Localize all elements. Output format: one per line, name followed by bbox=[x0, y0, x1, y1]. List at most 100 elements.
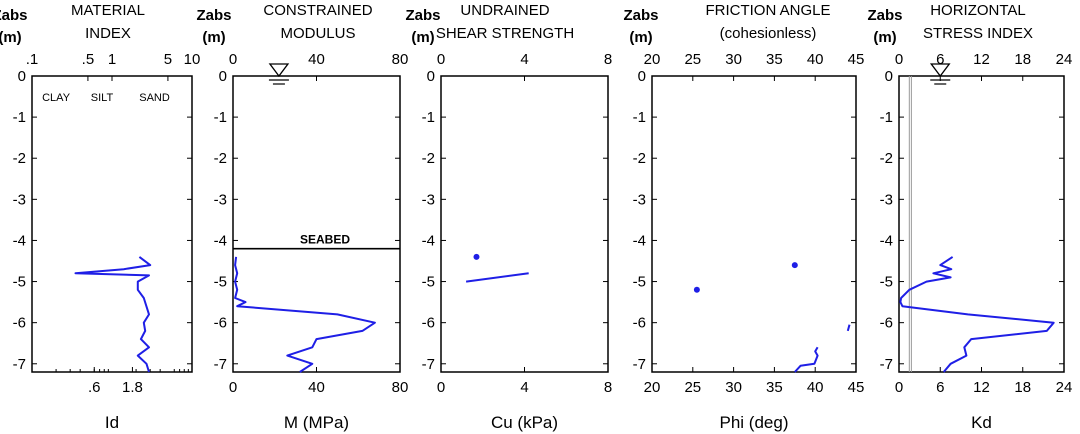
data-series-line bbox=[234, 256, 376, 373]
plot-frame bbox=[232, 75, 401, 373]
x-top-tick-label: 40 bbox=[807, 51, 824, 68]
y-tick-label: -2 bbox=[633, 150, 646, 167]
chart-title-line-1: CONSTRAINED bbox=[263, 2, 372, 19]
y-tick-label: -1 bbox=[13, 109, 26, 126]
y-tick-label: -7 bbox=[13, 356, 26, 373]
y-tick-label: 0 bbox=[885, 68, 893, 85]
y-axis-label: Zabs bbox=[0, 7, 28, 24]
x-bottom-tick-label: 24 bbox=[1056, 379, 1073, 396]
x-bottom-tick-label: 6 bbox=[936, 379, 944, 396]
y-tick-label: -4 bbox=[633, 232, 646, 249]
x-top-tick-label: 12 bbox=[973, 51, 990, 68]
plot-frame bbox=[651, 75, 857, 373]
y-tick-label: -4 bbox=[214, 232, 227, 249]
water-level-icon bbox=[268, 63, 290, 78]
y-tick-label: -7 bbox=[880, 356, 893, 373]
chart-title-line-1: FRICTION ANGLE bbox=[705, 2, 830, 19]
x-top-tick-label: 35 bbox=[766, 51, 783, 68]
y-axis-unit: (m) bbox=[411, 29, 434, 46]
data-series-line bbox=[846, 324, 851, 332]
plot-frame bbox=[31, 75, 193, 373]
y-tick-label: 0 bbox=[219, 68, 227, 85]
x-axis-label: Kd bbox=[971, 413, 992, 432]
y-tick-label: -4 bbox=[880, 232, 893, 249]
x-bottom-tick-label: 40 bbox=[807, 379, 824, 396]
x-top-tick-label: .5 bbox=[82, 51, 95, 68]
x-bottom-tick-label: 0 bbox=[229, 379, 237, 396]
y-tick-label: -5 bbox=[633, 274, 646, 291]
x-top-tick-label: 45 bbox=[848, 51, 865, 68]
y-axis-unit: (m) bbox=[0, 29, 22, 46]
y-tick-label: -7 bbox=[633, 356, 646, 373]
y-axis-unit: (m) bbox=[873, 29, 896, 46]
x-axis-label: Phi (deg) bbox=[720, 413, 789, 432]
data-point bbox=[791, 262, 798, 269]
y-tick-label: -5 bbox=[214, 274, 227, 291]
x-top-tick-label: 0 bbox=[895, 51, 903, 68]
water-level-icon bbox=[929, 63, 951, 78]
y-tick-label: -3 bbox=[422, 191, 435, 208]
chart-title-line-1: UNDRAINED bbox=[460, 2, 549, 19]
y-tick-label: -2 bbox=[880, 150, 893, 167]
x-top-tick-label: 8 bbox=[604, 51, 612, 68]
data-point bbox=[473, 253, 480, 260]
y-tick-label: -6 bbox=[214, 315, 227, 332]
chart-title-line-1: MATERIAL bbox=[71, 2, 145, 19]
y-tick-label: 0 bbox=[427, 68, 435, 85]
x-bottom-tick-label: 80 bbox=[392, 379, 409, 396]
x-bottom-tick-label: 1.8 bbox=[122, 379, 143, 396]
data-point bbox=[693, 286, 700, 293]
y-tick-label: -4 bbox=[13, 232, 26, 249]
x-bottom-tick-label: 40 bbox=[308, 379, 325, 396]
x-top-tick-label: 20 bbox=[644, 51, 661, 68]
x-bottom-tick-label: .6 bbox=[88, 379, 101, 396]
zone-label: CLAY bbox=[42, 92, 71, 104]
x-top-tick-label: 40 bbox=[308, 51, 325, 68]
y-tick-label: -2 bbox=[422, 150, 435, 167]
chart-title-line-2: SHEAR STRENGTH bbox=[436, 25, 574, 42]
x-top-tick-label: 18 bbox=[1014, 51, 1031, 68]
y-tick-label: -6 bbox=[633, 315, 646, 332]
y-tick-label: -1 bbox=[214, 109, 227, 126]
y-axis-label: Zabs bbox=[867, 7, 902, 24]
y-tick-label: -6 bbox=[13, 315, 26, 332]
y-tick-label: 0 bbox=[18, 68, 26, 85]
x-bottom-tick-label: 45 bbox=[848, 379, 865, 396]
x-top-tick-label: 24 bbox=[1056, 51, 1073, 68]
x-top-tick-label: 10 bbox=[184, 51, 201, 68]
y-axis-unit: (m) bbox=[629, 29, 652, 46]
x-top-tick-label: 1 bbox=[108, 51, 116, 68]
zone-label: SILT bbox=[91, 92, 114, 104]
y-tick-label: -5 bbox=[880, 274, 893, 291]
y-tick-label: -1 bbox=[422, 109, 435, 126]
y-tick-label: -2 bbox=[13, 150, 26, 167]
y-tick-label: -5 bbox=[13, 274, 26, 291]
x-axis-label: Cu (kPa) bbox=[491, 413, 558, 432]
y-tick-label: -3 bbox=[880, 191, 893, 208]
zone-label: SAND bbox=[139, 92, 170, 104]
x-axis-label: Id bbox=[105, 413, 119, 432]
y-tick-label: -7 bbox=[214, 356, 227, 373]
data-series-line bbox=[794, 346, 819, 373]
panel-2: CONSTRAINEDMODULUSZabs(m)0-1-2-3-4-5-6-7… bbox=[196, 2, 408, 432]
x-top-tick-label: 30 bbox=[725, 51, 742, 68]
chart-title-line-1: HORIZONTAL bbox=[930, 2, 1026, 19]
x-top-tick-label: 0 bbox=[229, 51, 237, 68]
x-bottom-tick-label: 12 bbox=[973, 379, 990, 396]
chart-title-line-2: MODULUS bbox=[280, 25, 355, 42]
data-series-line bbox=[465, 272, 529, 283]
y-axis-label: Zabs bbox=[405, 7, 440, 24]
x-bottom-tick-label: 25 bbox=[684, 379, 701, 396]
x-bottom-tick-label: 8 bbox=[604, 379, 612, 396]
panel-4: FRICTION ANGLE (cohesionless) Zabs (m) 0 -1 -2… bbox=[623, 2, 864, 432]
y-tick-label: -4 bbox=[422, 232, 435, 249]
x-axis-label: M (MPa) bbox=[284, 413, 349, 432]
y-tick-label: 0 bbox=[638, 68, 646, 85]
y-tick-label: -1 bbox=[880, 109, 893, 126]
data-series-line bbox=[74, 256, 152, 373]
x-top-tick-label: 25 bbox=[684, 51, 701, 68]
chart-title-line-2: INDEX bbox=[85, 25, 131, 42]
x-bottom-tick-label: 20 bbox=[644, 379, 661, 396]
